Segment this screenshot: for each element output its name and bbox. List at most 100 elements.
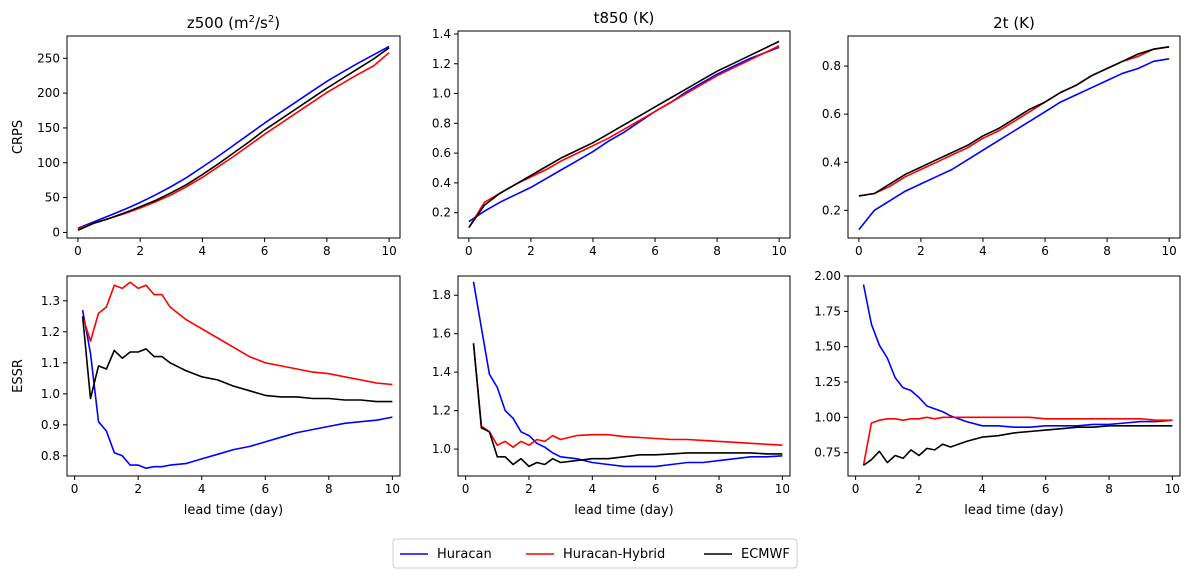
y-tick-label: 1.2 <box>432 57 451 71</box>
series-line-huracan <box>472 281 783 468</box>
y-tick-label: 1.75 <box>814 304 841 318</box>
plot-frame <box>66 275 401 477</box>
series-line-ecmwf <box>468 40 780 229</box>
x-tick-label: 0 <box>462 482 470 496</box>
x-tick-label: 0 <box>855 244 863 258</box>
series-line-huracan-hybrid <box>862 416 1173 466</box>
x-tick-label: 10 <box>1161 244 1176 258</box>
y-tick-label: 1.6 <box>432 327 451 341</box>
y-tick-label: 1.50 <box>814 340 841 354</box>
x-tick-label: 4 <box>979 244 987 258</box>
x-tick-label: 8 <box>715 482 723 496</box>
legend: Huracan Huracan-Hybrid ECMWF <box>392 538 798 569</box>
y-tick-label: 150 <box>37 121 60 135</box>
x-tick-label: 4 <box>979 482 987 496</box>
x-tick-label: 10 <box>771 244 786 258</box>
y-tick-label: 1.8 <box>432 288 451 302</box>
x-tick-label: 6 <box>652 482 660 496</box>
x-tick-label: 6 <box>261 482 269 496</box>
legend-label: Huracan <box>437 547 492 562</box>
x-tick-label: 0 <box>465 244 473 258</box>
y-tick-label: 0.2 <box>432 206 451 220</box>
x-tick-label: 4 <box>199 244 207 258</box>
y-tick-label: 1.2 <box>41 325 60 339</box>
x-tick-label: 6 <box>1042 482 1050 496</box>
series-line-ecmwf <box>472 343 783 468</box>
plot-frame <box>457 275 791 477</box>
y-tick-label: 0.8 <box>41 449 60 463</box>
y-tick-label: 1.4 <box>432 365 451 379</box>
plot-frame <box>457 30 791 239</box>
y-tick-label: 1.25 <box>814 375 841 389</box>
y-tick-label: 100 <box>37 156 60 170</box>
legend-entry-ecmwf: ECMWF <box>704 547 790 562</box>
y-tick-label: 1.2 <box>432 404 451 418</box>
plot-frame <box>847 35 1181 239</box>
y-tick-label: 0.6 <box>432 146 451 160</box>
x-tick-label: 0 <box>852 482 860 496</box>
y-tick-label: 1.1 <box>41 356 60 370</box>
y-tick-label: 0.9 <box>41 418 60 432</box>
x-tick-label: 0 <box>74 244 82 258</box>
x-tick-label: 0 <box>71 482 79 496</box>
series-line-ecmwf <box>81 316 393 403</box>
x-tick-label: 8 <box>1103 244 1111 258</box>
y-axis-label: ESSR <box>11 359 26 393</box>
y-tick-label: 1.0 <box>432 442 451 456</box>
x-tick-label: 8 <box>713 244 721 258</box>
x-tick-label: 4 <box>589 244 597 258</box>
y-tick-label: 0.6 <box>822 107 841 121</box>
x-axis-label: lead time (day) <box>574 503 674 518</box>
y-tick-label: 2.00 <box>814 269 841 283</box>
x-axis-label: lead time (day) <box>964 503 1064 518</box>
x-tick-label: 4 <box>589 482 597 496</box>
y-tick-label: 0.4 <box>822 155 841 169</box>
series-line-huracan-hybrid <box>81 281 393 386</box>
y-tick-label: 0.75 <box>814 446 841 460</box>
plot-frame <box>847 275 1181 477</box>
series-line-ecmwf <box>863 424 1173 467</box>
legend-label: Huracan-Hybrid <box>563 547 665 562</box>
x-tick-label: 10 <box>775 482 790 496</box>
panel-2t-essr: 0 2 4 6 8 10 0.75 1.00 1.25 1.50 1.75 2.00 lead time… <box>814 269 1181 518</box>
y-tick-label: 0.8 <box>822 59 841 73</box>
legend-label: ECMWF <box>741 547 790 562</box>
y-tick-label: 1.0 <box>432 87 451 101</box>
y-tick-label: 1.3 <box>41 294 60 308</box>
y-tick-label: 50 <box>45 191 60 205</box>
panel-2t-crps: 0 2 4 6 8 10 0.2 0.4 0.6 0.8 2t (K) <box>822 14 1181 258</box>
panel-title: z500 (m2/s2) <box>187 14 280 32</box>
x-axis-label: lead time (day) <box>184 503 284 518</box>
y-tick-label: 0 <box>52 225 60 239</box>
series-line-ecmwf <box>858 46 1170 197</box>
x-tick-label: 8 <box>1105 482 1113 496</box>
x-tick-label: 2 <box>917 244 925 258</box>
y-tick-label: 250 <box>37 51 60 65</box>
y-tick-label: 1.00 <box>814 410 841 424</box>
x-tick-label: 10 <box>381 244 396 258</box>
panel-t850-crps: 0 2 4 6 8 10 0.2 0.4 0.6 0.8 1.0 1.2 1.4 t850 (K) <box>432 9 791 258</box>
y-tick-label: 0.2 <box>822 203 841 217</box>
x-tick-label: 6 <box>1041 244 1049 258</box>
x-tick-label: 2 <box>136 244 144 258</box>
y-tick-label: 0.4 <box>432 176 451 190</box>
series-line-huracan <box>862 284 1173 429</box>
x-tick-label: 10 <box>385 482 400 496</box>
legend-entry-huracan: Huracan <box>400 547 492 562</box>
series-line-huracan <box>858 58 1170 231</box>
x-tick-label: 2 <box>525 482 533 496</box>
series-line-huracan-hybrid <box>468 45 780 229</box>
x-tick-label: 2 <box>134 482 142 496</box>
panel-t850-essr: 0 2 4 6 8 10 1.0 1.2 1.4 1.6 1.8 lead time (day) <box>432 275 791 518</box>
panel-title: 2t (K) <box>993 14 1035 32</box>
x-tick-label: 2 <box>915 482 923 496</box>
plot-frame <box>66 35 401 239</box>
x-tick-label: 6 <box>651 244 659 258</box>
panel-z500-essr: 0 2 4 6 8 10 0.8 0.9 1.0 1.1 1.2 1.3 lead time (day)… <box>11 275 401 518</box>
y-axis-label: CRPS <box>11 120 26 154</box>
y-tick-label: 1.0 <box>41 387 60 401</box>
series-line-huracan-hybrid <box>472 343 783 449</box>
